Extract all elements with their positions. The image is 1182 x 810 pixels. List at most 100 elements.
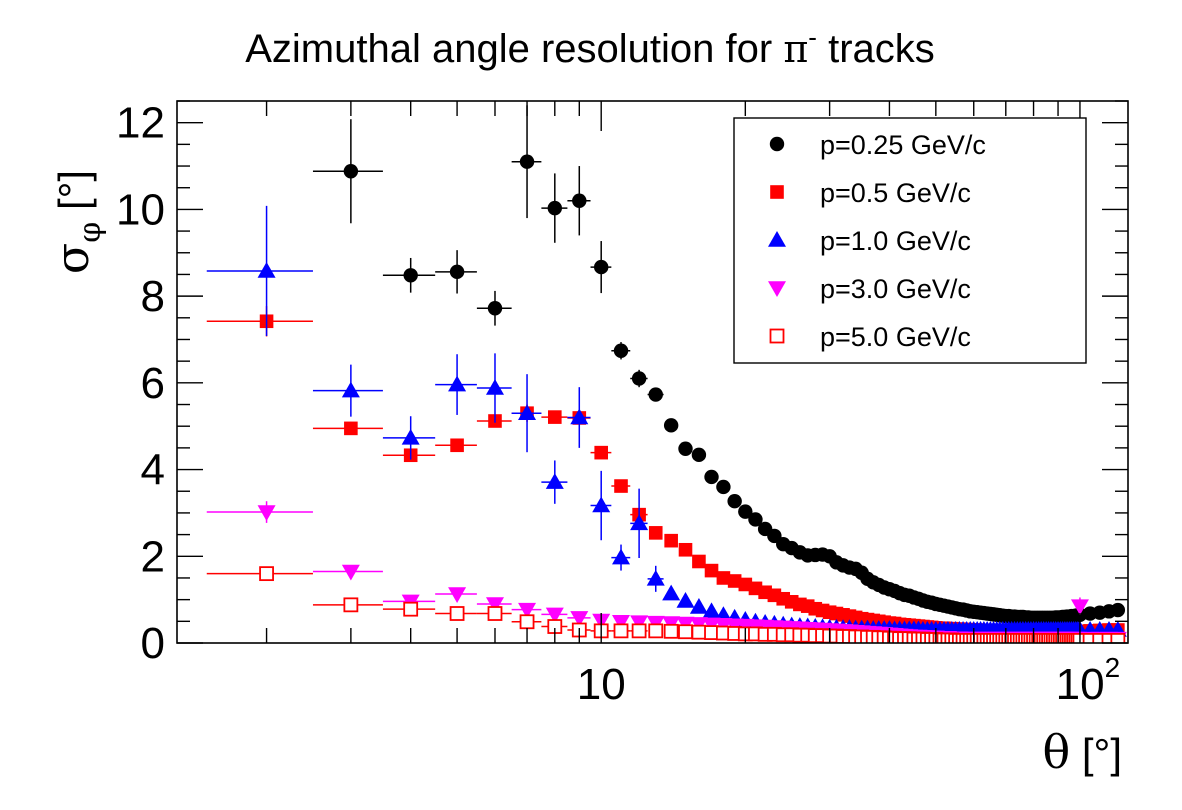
data-point (341, 381, 360, 398)
chart-title-superscript: - (808, 22, 817, 52)
data-point (648, 623, 664, 639)
y-tick-label: 4 (141, 446, 165, 495)
data-point (403, 601, 419, 617)
x-tick-label: 10 (577, 660, 626, 709)
y-axis-label-subscript: φ (73, 222, 108, 243)
data-point (716, 571, 731, 585)
data-point (662, 584, 681, 601)
data-point (341, 564, 360, 581)
data-point (1110, 602, 1126, 618)
data-point (664, 533, 678, 548)
data-point (594, 445, 608, 460)
data-point (487, 301, 503, 316)
data-point (631, 623, 647, 639)
data-point (678, 624, 693, 640)
data-point (548, 410, 562, 424)
data-point (727, 574, 742, 588)
x-tick-label-exponent: 2 (1105, 652, 1121, 683)
legend-marker-open-square (769, 328, 785, 344)
data-point (614, 479, 628, 493)
data-point (547, 200, 563, 216)
data-point (545, 473, 564, 489)
data-point (545, 607, 564, 624)
data-point (704, 469, 719, 485)
plot-area (206, 105, 1127, 643)
data-point (678, 542, 693, 557)
data-point (631, 371, 647, 386)
y-tick-label: 10 (116, 185, 165, 234)
data-point (259, 566, 274, 582)
data-point (676, 591, 695, 608)
data-point (678, 441, 693, 456)
data-point (593, 259, 609, 275)
data-point (519, 614, 535, 630)
data-point (716, 479, 731, 495)
legend-box (733, 117, 1087, 364)
data-point (519, 154, 535, 169)
chart-title-particle: π (783, 27, 808, 71)
data-point (630, 514, 649, 531)
data-point (257, 505, 276, 522)
data-point (448, 375, 467, 392)
data-point (1110, 632, 1126, 643)
data-point (343, 164, 359, 179)
x-axis-label: θ [°] (1042, 725, 1122, 779)
data-point (572, 193, 587, 208)
legend-label: p=5.0 GeV/c (820, 322, 971, 352)
data-point (518, 404, 537, 420)
y-axis-label-symbol: σ (45, 243, 99, 274)
data-point (448, 587, 467, 604)
data-point (648, 387, 663, 402)
data-point (401, 428, 420, 445)
data-point (487, 606, 503, 621)
y-axis-label: σφ [°] (45, 170, 108, 274)
data-point (344, 421, 358, 436)
data-point (449, 264, 465, 280)
x-tick-label: 102 (1056, 652, 1121, 709)
data-point (343, 597, 359, 613)
legend-label: p=0.25 GeV/c (820, 130, 986, 160)
data-point (727, 494, 742, 509)
data-point (691, 624, 707, 640)
chart-title: Azimuthal angle resolution for π- tracks (245, 22, 935, 71)
y-tick-label: 8 (141, 272, 165, 321)
data-point (738, 504, 753, 519)
legend-marker-triangle-down (768, 281, 786, 297)
data-point (663, 623, 679, 639)
data-point (612, 548, 631, 565)
legend-marker-square (770, 185, 784, 199)
data-point (613, 343, 629, 358)
legend: p=0.25 GeV/c p=0.5 GeV/c p=1.0 GeV/c p=3.0 … (733, 117, 1087, 364)
data-point (702, 602, 721, 619)
data-point (704, 563, 719, 578)
data-point (692, 554, 706, 569)
series-circle (312, 105, 1126, 626)
chart-title-main: Azimuthal angle resolution for (245, 27, 783, 71)
y-tick-label: 12 (116, 99, 165, 148)
x-axis-label-unit: [°] (1070, 730, 1122, 777)
data-point (748, 512, 763, 527)
data-point (612, 615, 631, 631)
data-point (403, 268, 418, 283)
y-tick-label: 0 (141, 619, 165, 668)
data-point (691, 447, 707, 463)
data-point (570, 611, 589, 627)
x-tick-label-base: 10 (577, 660, 626, 709)
chart-title-suffix: tracks (817, 27, 935, 71)
data-point (630, 615, 649, 632)
data-point (485, 379, 504, 395)
data-point (663, 418, 679, 433)
data-point (485, 597, 504, 613)
plot-series-group (206, 105, 1127, 643)
legend-marker-triangle-up (768, 231, 786, 247)
y-axis-label-unit: [°] (50, 170, 97, 222)
y-tick-label: 2 (141, 532, 165, 581)
plot-frame (176, 100, 1129, 644)
data-point (570, 408, 589, 425)
data-point (592, 496, 611, 513)
axes: 0 2 4 6 8 10 12 10 102 (116, 99, 1129, 709)
y-tick-label: 6 (141, 359, 165, 408)
legend-label: p=1.0 GeV/c (820, 226, 971, 256)
